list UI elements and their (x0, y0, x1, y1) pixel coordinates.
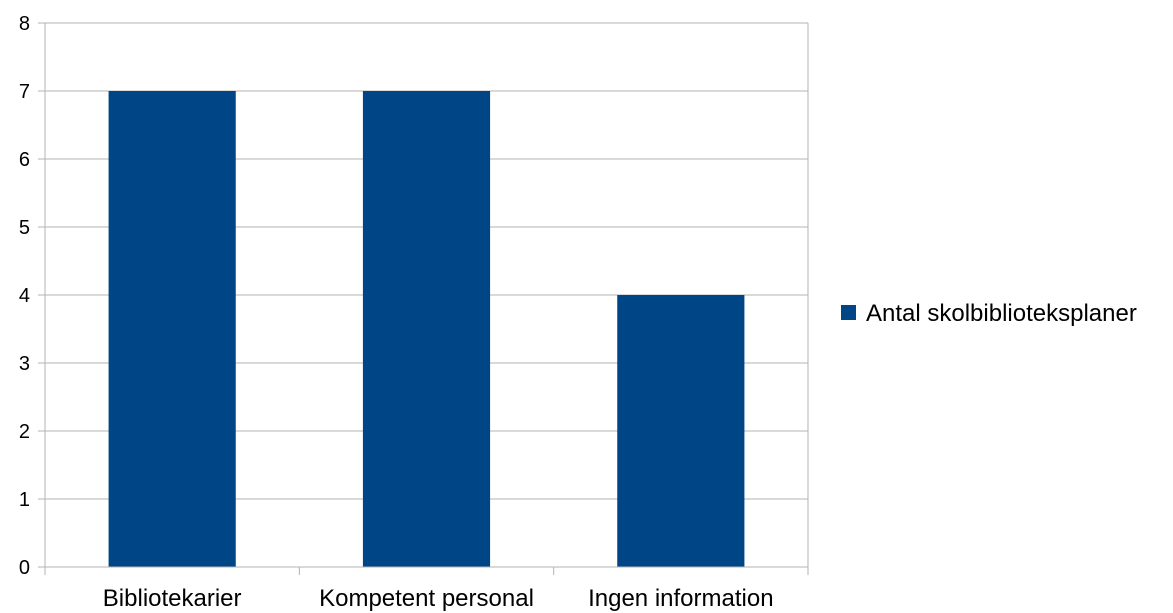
y-tick-label: 5 (19, 217, 30, 239)
x-category-label: Ingen information (588, 585, 773, 612)
y-tick-label: 8 (19, 13, 30, 35)
bar (108, 91, 236, 567)
y-tick-label: 4 (19, 285, 30, 307)
bar (617, 295, 745, 567)
bars (108, 91, 745, 567)
legend-label: Antal skolbiblioteksplaner (866, 300, 1137, 327)
x-category-label: Kompetent personal (319, 585, 534, 612)
y-tick-label: 0 (19, 557, 30, 579)
legend-swatch (841, 305, 856, 320)
y-tick-labels: 0 1 2 3 4 5 6 7 8 (19, 13, 30, 579)
axes (38, 22, 809, 575)
y-tick-label: 2 (19, 421, 30, 443)
y-tick-label: 1 (19, 489, 30, 511)
y-tick-label: 7 (19, 81, 30, 103)
y-tick-label: 3 (19, 353, 30, 375)
bar (362, 91, 491, 567)
x-category-labels: Bibliotekarier Kompetent personal Ingen in… (103, 585, 774, 612)
y-tick-label: 6 (19, 149, 30, 171)
legend: Antal skolbiblioteksplaner (841, 300, 1137, 327)
x-category-label: Bibliotekarier (103, 585, 242, 612)
